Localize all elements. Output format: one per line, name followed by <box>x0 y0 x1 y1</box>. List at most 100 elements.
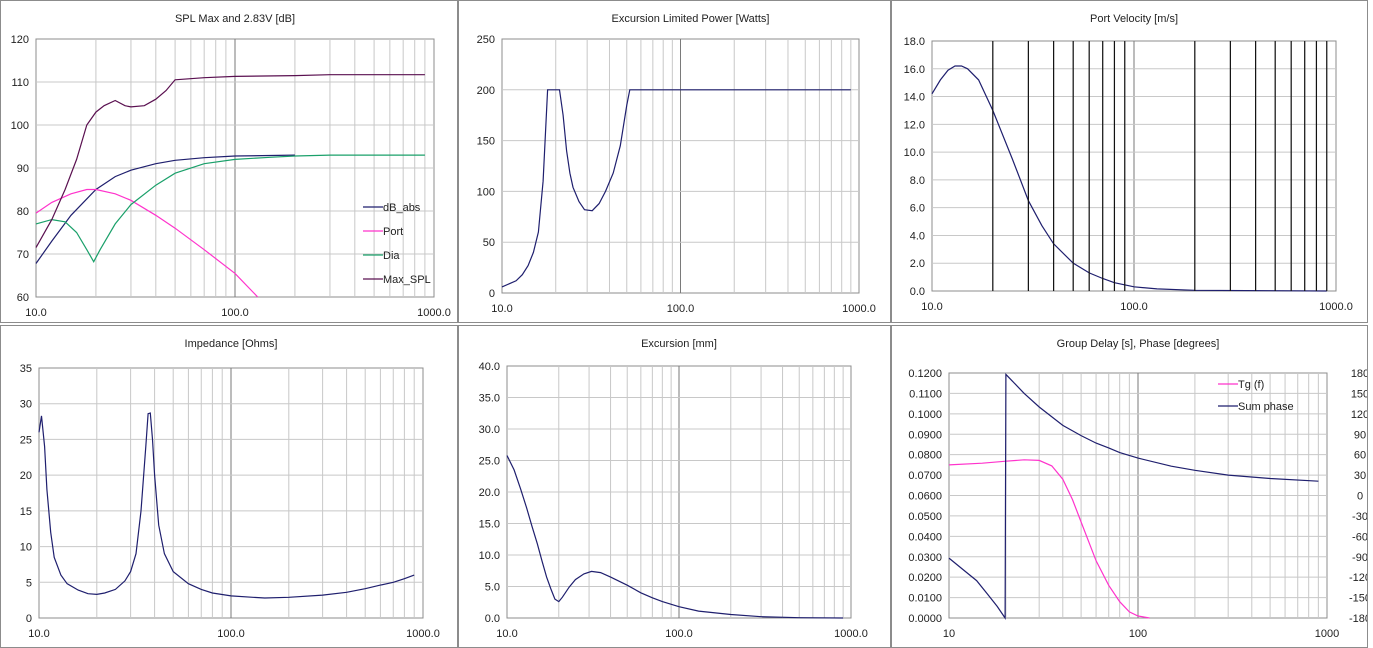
gridlines <box>507 366 851 618</box>
gridlines <box>949 373 1327 618</box>
chart-power-panel: Excursion Limited Power [Watts] 0 50 100 150… <box>458 0 891 323</box>
y-tick-label: 4.0 <box>910 230 925 242</box>
chart-group-delay: Group Delay [s], Phase [degrees] 0.0000 0.… <box>908 338 1368 640</box>
y-tick-label: 0.0200 <box>908 572 942 584</box>
legend-entry: Max_SPL <box>383 274 431 286</box>
y-tick-label: 0.0400 <box>908 531 942 543</box>
y-tick-label: 0.0700 <box>908 470 942 482</box>
chart-impedance-panel: Impedance [Ohms] 0 5 10 15 20 25 30 35 10.0 100.0 1… <box>0 325 458 648</box>
y-tick-label: 100 <box>11 120 29 132</box>
x-tick-label: 10.0 <box>28 628 49 640</box>
x-tick-label: 10.0 <box>921 301 942 313</box>
y2-tick-label: -90 <box>1352 552 1368 564</box>
emphasis-gridlines <box>992 41 1328 291</box>
chart-excursion-panel: Excursion [mm] 0.0 5.0 10.0 15.0 20.0 25.0 30.0… <box>458 325 891 648</box>
y-tick-label: 0 <box>26 613 32 625</box>
x-tick-label: 1000.0 <box>842 303 876 315</box>
chart-title: Excursion Limited Power [Watts] <box>612 13 770 25</box>
y2-tick-label: -120 <box>1349 572 1368 584</box>
x-tick-label: 100.0 <box>665 628 693 640</box>
y-tick-label: 200 <box>477 85 495 97</box>
y-tick-label: 18.0 <box>904 36 925 48</box>
y2-tick-label: -150 <box>1349 593 1368 605</box>
x-tick-label: 100 <box>1129 628 1147 640</box>
y-tick-label: 60 <box>17 292 29 304</box>
gridlines <box>39 368 423 618</box>
y-tick-label: 10 <box>20 542 32 554</box>
y-tick-label: 0.1000 <box>908 409 942 421</box>
y-tick-label: 250 <box>477 34 495 46</box>
y-tick-label: 50 <box>483 237 495 249</box>
series-line-0 <box>506 455 844 619</box>
y2-tick-label: -180 <box>1349 613 1368 625</box>
legend-entry: Port <box>383 226 403 238</box>
y-tick-label: 0.0500 <box>908 511 942 523</box>
series-line-0 <box>931 65 1327 292</box>
chart-group-delay-panel: Group Delay [s], Phase [degrees] 0.0000 0.… <box>891 325 1368 648</box>
series-line-2 <box>35 154 425 263</box>
y-tick-label: 0.0 <box>910 286 925 298</box>
y-tick-label: 20.0 <box>479 487 500 499</box>
chart-port-velocity-panel: Port Velocity [m/s] 0.0 2.0 4.0 6.0 8.0 10.0 12… <box>891 0 1368 323</box>
x-tick-label: 1000.0 <box>406 628 440 640</box>
chart-spl: SPL Max and 2.83V [dB] 60 70 80 90 100 110 120 1… <box>11 13 451 319</box>
y-tick-label: 25 <box>20 434 32 446</box>
y-tick-label: 10.0 <box>479 550 500 562</box>
y-tick-label: 0.1200 <box>908 368 942 380</box>
legend: Tg (f) Sum phase <box>1218 379 1294 413</box>
x-tick-label: 100.0 <box>667 303 695 315</box>
series-line-3 <box>35 74 425 248</box>
y2-tick-label: -30 <box>1352 511 1368 523</box>
y-tick-label: 150 <box>477 136 495 148</box>
y-tick-label: 5 <box>26 577 32 589</box>
y-tick-label: 70 <box>17 249 29 261</box>
x-tick-label: 10.0 <box>496 628 517 640</box>
gridlines <box>36 39 434 297</box>
x-tick-label: 1000 <box>1315 628 1339 640</box>
y-tick-label: 5.0 <box>485 582 500 594</box>
y-tick-label: 6.0 <box>910 203 925 215</box>
chart-power: Excursion Limited Power [Watts] 0 50 100 150… <box>477 13 876 315</box>
y-tick-label: 20 <box>20 470 32 482</box>
y2-tick-label: 90 <box>1354 429 1366 441</box>
gridlines <box>502 39 859 293</box>
y-tick-label: 0.0600 <box>908 491 942 503</box>
y-tick-label: 0.0800 <box>908 450 942 462</box>
y-tick-label: 120 <box>11 34 29 46</box>
legend-entry: dB_abs <box>383 202 421 214</box>
y-tick-label: 25.0 <box>479 456 500 468</box>
series-line-0 <box>35 154 295 264</box>
x-tick-label: 100.0 <box>217 628 245 640</box>
y-tick-label: 40.0 <box>479 361 500 373</box>
y2-tick-label: 120 <box>1351 409 1368 421</box>
y2-tick-label: 60 <box>1354 450 1366 462</box>
x-tick-label: 1000.0 <box>1319 301 1353 313</box>
x-tick-label: 100.0 <box>1120 301 1148 313</box>
y-tick-label: 35.0 <box>479 393 500 405</box>
x-tick-label: 10 <box>943 628 955 640</box>
y-tick-label: 15 <box>20 506 32 518</box>
y-tick-label: 14.0 <box>904 92 925 104</box>
series-line-0 <box>501 89 851 288</box>
y-tick-label: 100 <box>477 186 495 198</box>
chart-title: Port Velocity [m/s] <box>1090 13 1178 25</box>
y-tick-label: 15.0 <box>479 519 500 531</box>
x-tick-label: 10.0 <box>25 307 46 319</box>
chart-impedance: Impedance [Ohms] 0 5 10 15 20 25 30 35 10.0 100.0 1… <box>20 338 440 640</box>
y-tick-label: 10.0 <box>904 147 925 159</box>
y-tick-label: 0.0300 <box>908 552 942 564</box>
y-tick-label: 0.0000 <box>908 613 942 625</box>
series-line-0 <box>948 459 1150 619</box>
y-tick-label: 30 <box>20 399 32 411</box>
legend-entry: Tg (f) <box>1238 379 1264 391</box>
y-tick-label: 0.0100 <box>908 593 942 605</box>
y2-tick-label: 180 <box>1351 368 1368 380</box>
chart-excursion: Excursion [mm] 0.0 5.0 10.0 15.0 20.0 25.0 30.0… <box>479 338 868 640</box>
y-tick-label: 90 <box>17 163 29 175</box>
y-tick-label: 0 <box>489 288 495 300</box>
y2-tick-label: -60 <box>1352 531 1368 543</box>
y-tick-label: 16.0 <box>904 64 925 76</box>
legend-entry: Sum phase <box>1238 401 1294 413</box>
chart-title: Impedance [Ohms] <box>185 338 278 350</box>
y-tick-label: 80 <box>17 206 29 218</box>
